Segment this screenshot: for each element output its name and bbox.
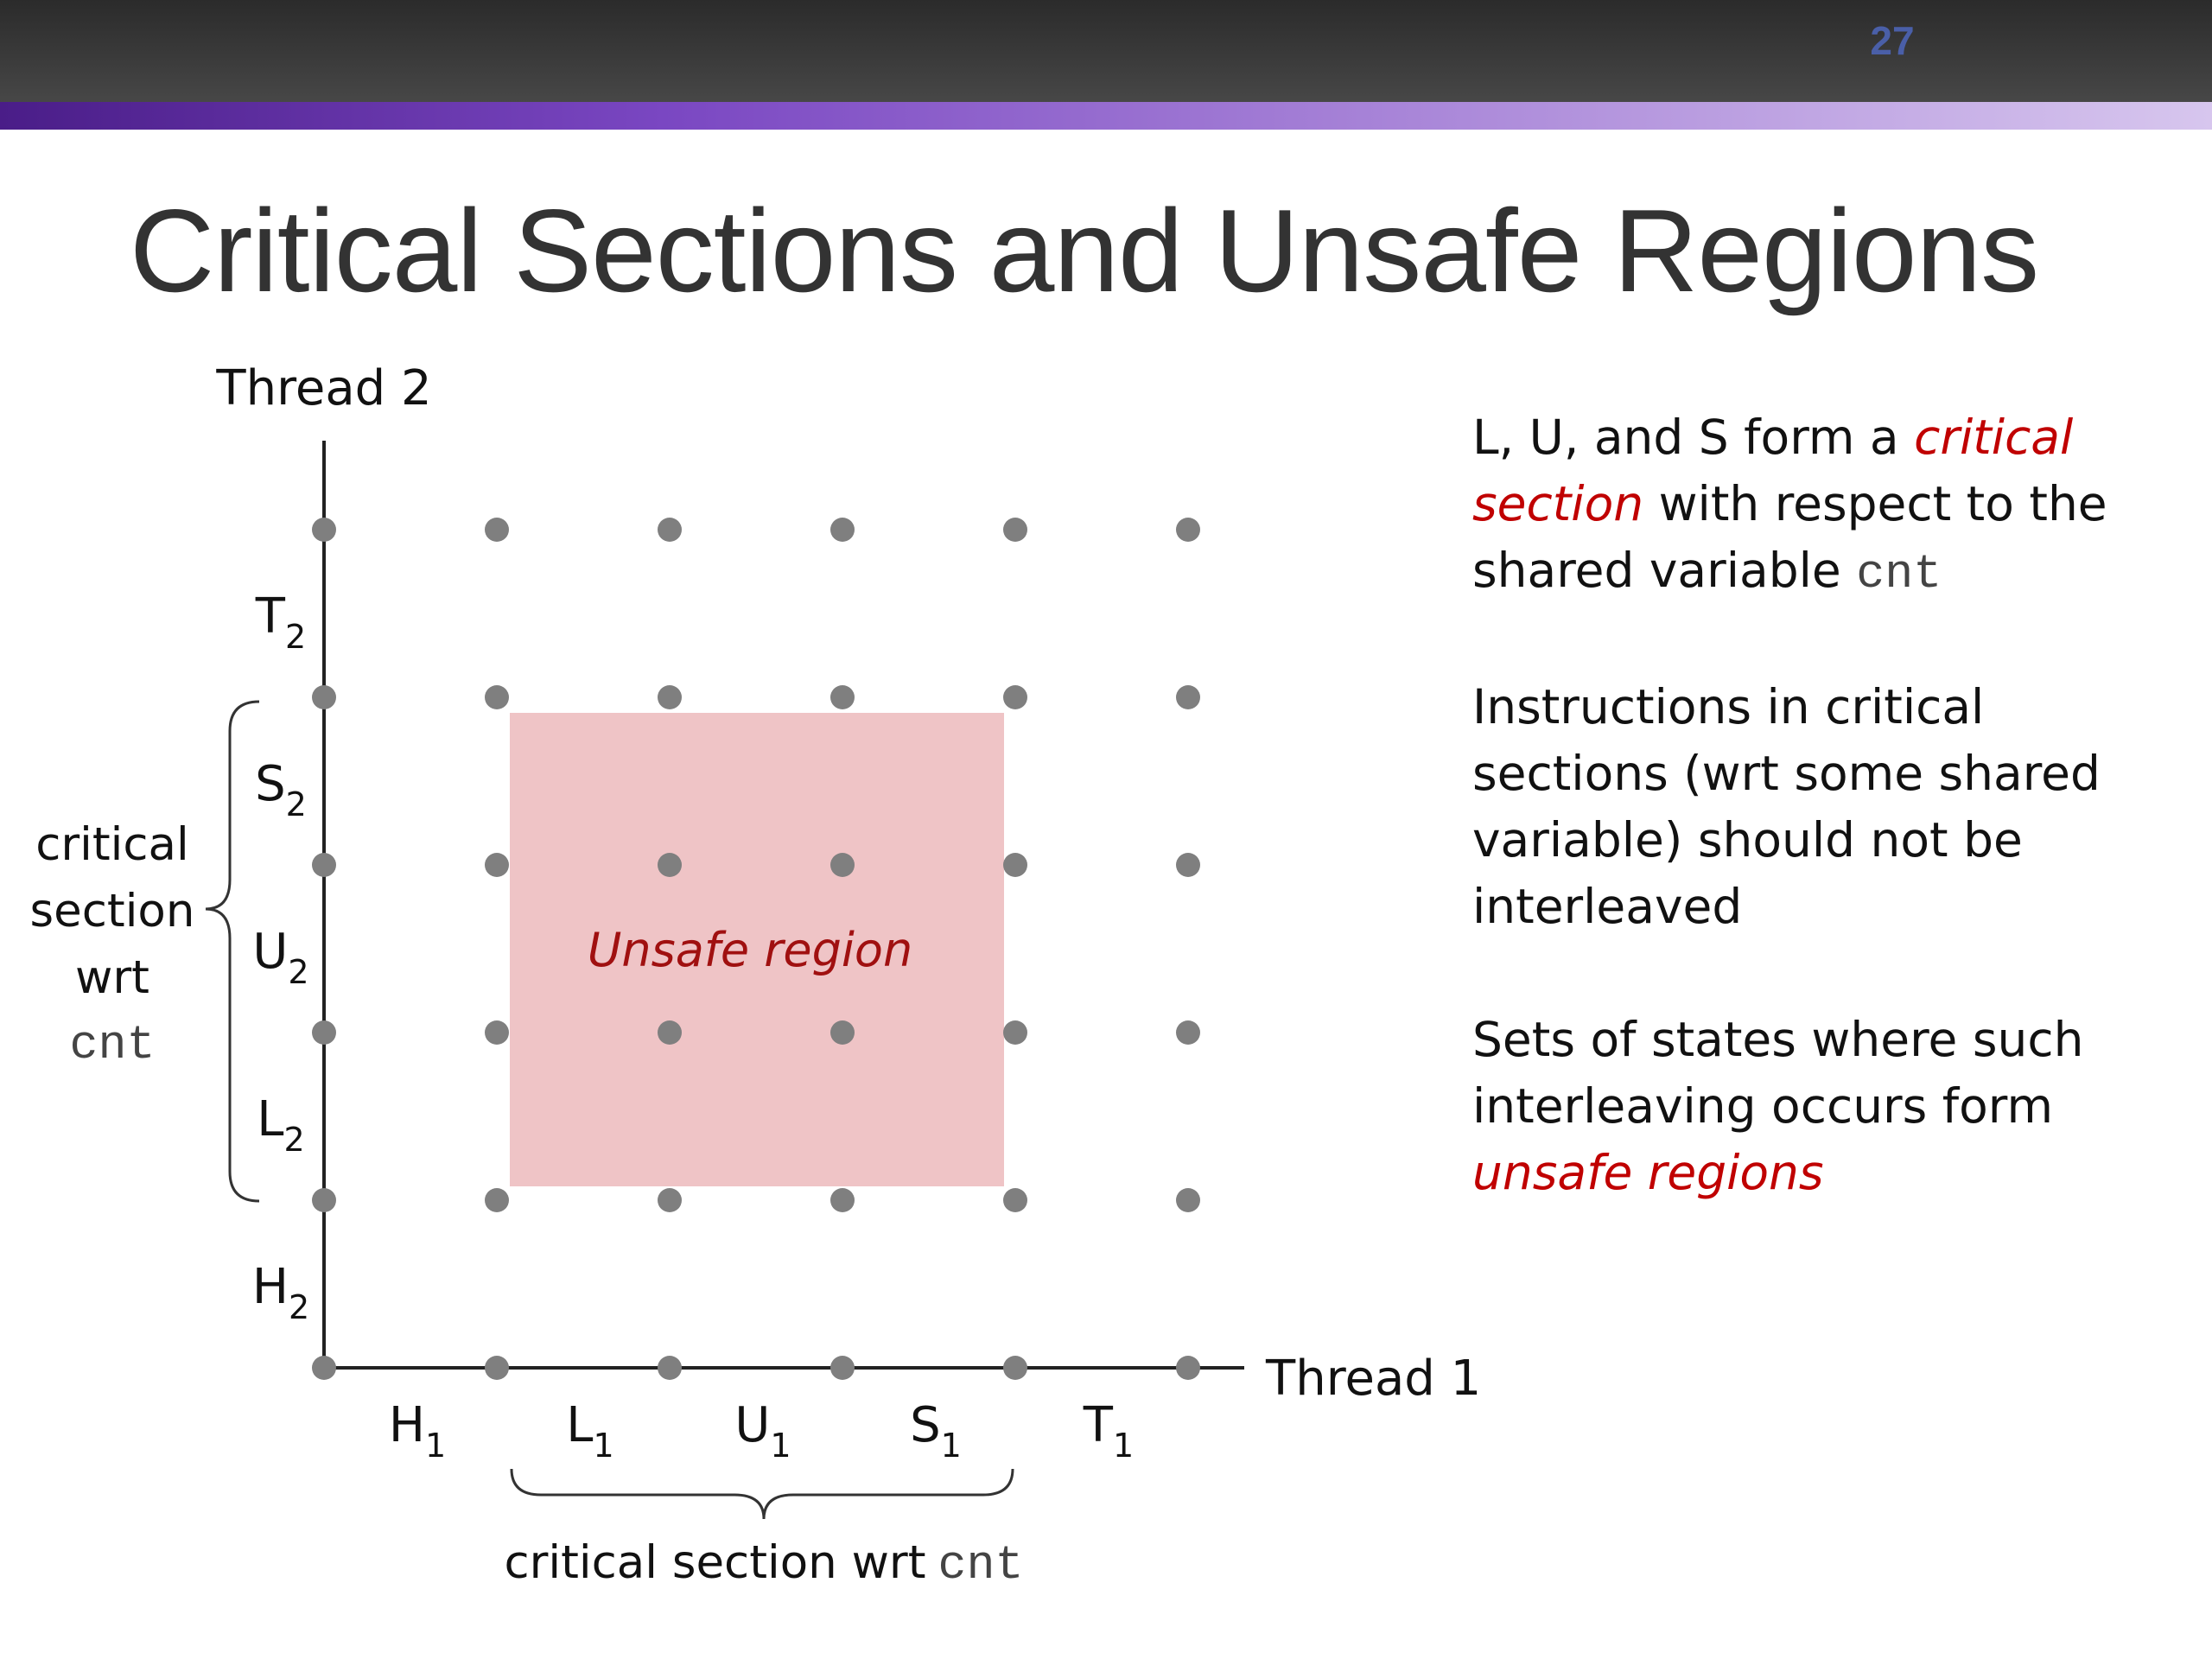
y-segment-label-u: U2 (252, 924, 308, 991)
y-segment-label-l-base: L (257, 1091, 283, 1147)
bullet-2: Instructions in critical sections (wrt s… (1472, 674, 2181, 940)
state-point (312, 685, 336, 709)
y-segment-label-h: H2 (252, 1259, 309, 1326)
state-point (658, 1188, 682, 1212)
state-point (1003, 853, 1027, 877)
x-segment-label-s-base: S (910, 1397, 941, 1453)
state-point (1176, 1020, 1200, 1045)
state-point (312, 853, 336, 877)
brace-label-line3: wrt (75, 951, 149, 1004)
state-point (312, 1188, 336, 1212)
y-segment-label-l-subscript: 2 (284, 1121, 305, 1159)
x-segment-label-h-base: H (389, 1397, 425, 1453)
state-point (658, 853, 682, 877)
state-point (1176, 1188, 1200, 1212)
state-point (1176, 853, 1200, 877)
bullet-1-part-3: with respect to the shared variable (1472, 476, 2107, 598)
state-point (485, 1020, 509, 1045)
state-point (485, 1356, 509, 1380)
state-point (312, 518, 336, 542)
state-point (830, 685, 855, 709)
state-point (1003, 1188, 1027, 1212)
x-segment-label-h-subscript: 1 (425, 1427, 446, 1465)
state-point (312, 1020, 336, 1045)
y-segment-label-h-subscript: 2 (289, 1288, 309, 1326)
slide-title: Critical Sections and Unsafe Regions (130, 185, 2039, 316)
bullet-1-part-1: L, U, and S form a (1472, 410, 1915, 465)
horizontal-brace-text: critical section wrt (504, 1536, 925, 1589)
state-point (1003, 685, 1027, 709)
bullet-1-part-2: critical section (1472, 410, 2074, 531)
state-point (658, 685, 682, 709)
x-segment-label-l: L1 (566, 1397, 613, 1465)
x-segment-label-u: U1 (734, 1397, 791, 1465)
x-segment-label-t: T1 (1083, 1397, 1134, 1465)
slide-header-bar: 27 (0, 0, 2212, 102)
state-point (1176, 685, 1200, 709)
state-point (1176, 518, 1200, 542)
y-segment-label-s-subscript: 2 (286, 785, 307, 823)
bullet-1-part-4: cnt (1856, 547, 1942, 601)
state-point (485, 1188, 509, 1212)
state-points (312, 518, 1200, 1380)
x-axis-label: Thread 1 (1265, 1351, 1481, 1407)
y-segment-label-t: T2 (255, 588, 306, 656)
bullet-1: L, U, and S form a critical section with… (1472, 404, 2181, 607)
state-point (830, 1020, 855, 1045)
y-segment-label-l: L2 (257, 1091, 304, 1159)
state-point (485, 685, 509, 709)
x-segment-label-l-base: L (566, 1397, 593, 1453)
y-segment-label-u-base: U (252, 924, 288, 980)
y-segment-label-s-base: S (255, 756, 286, 812)
state-point (485, 853, 509, 877)
bullet-2-part-1: Instructions in critical sections (wrt s… (1472, 679, 2101, 934)
bullet-3: Sets of states where such interleaving o… (1472, 1007, 2181, 1206)
horizontal-brace-code: cnt (938, 1538, 1023, 1592)
state-point (1003, 518, 1027, 542)
x-segment-label-u-base: U (734, 1397, 770, 1453)
horizontal-brace-label: critical section wrt cnt (504, 1536, 1023, 1592)
state-point (1176, 1356, 1200, 1380)
y-segment-label-s: S2 (255, 756, 307, 823)
y-segment-label-h-base: H (252, 1259, 289, 1315)
y-segment-label-t-base: T (255, 588, 286, 645)
y-axis-label: Thread 2 (215, 360, 431, 416)
brace-label-line1: critical (35, 818, 189, 871)
x-segment-label-t-base: T (1083, 1397, 1114, 1453)
bullet-3-part-1: Sets of states where such interleaving o… (1472, 1012, 2084, 1134)
state-point (658, 1020, 682, 1045)
state-point (830, 1356, 855, 1380)
state-point (830, 853, 855, 877)
x-segment-label-t-subscript: 1 (1113, 1427, 1134, 1465)
x-segment-label-u-subscript: 1 (770, 1427, 791, 1465)
brace-label-line2: section (30, 885, 195, 938)
x-segment-label-s-subscript: 1 (941, 1427, 962, 1465)
x-segment-labels: H1 L1 U1 S1 T1 (389, 1397, 1134, 1465)
state-point (312, 1356, 336, 1380)
unsafe-region-label: Unsafe region (588, 923, 912, 977)
explanation-text: L, U, and S form a critical section with… (1472, 404, 2181, 1273)
state-point (1003, 1356, 1027, 1380)
accent-bar (0, 102, 2212, 130)
y-segment-label-u-subscript: 2 (288, 953, 308, 991)
vertical-brace (205, 700, 260, 1203)
state-point (658, 1356, 682, 1380)
state-point (1003, 1020, 1027, 1045)
bullet-3-part-2: unsafe regions (1472, 1145, 1824, 1200)
y-segment-label-t-subscript: 2 (285, 618, 306, 656)
state-point (830, 518, 855, 542)
x-segment-label-h: H1 (389, 1397, 446, 1465)
x-segment-label-l-subscript: 1 (594, 1427, 614, 1465)
vertical-brace-label: critical section wrt cnt (30, 818, 195, 1072)
x-segment-label-s: S1 (910, 1397, 962, 1465)
state-point (830, 1188, 855, 1212)
unsafe-region (510, 713, 1004, 1186)
state-point (485, 518, 509, 542)
state-point (658, 518, 682, 542)
page-number: 27 (1870, 18, 1915, 63)
horizontal-brace (510, 1468, 1014, 1520)
brace-label-code: cnt (69, 1018, 155, 1072)
